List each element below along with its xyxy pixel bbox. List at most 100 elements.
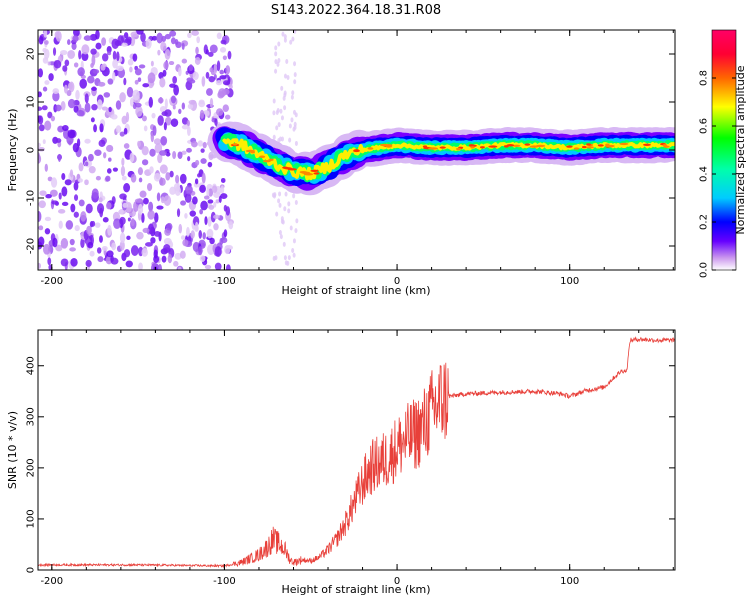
noise-blob	[152, 125, 157, 136]
noise-blob	[278, 229, 282, 235]
noise-blob	[126, 86, 134, 98]
noise-blob	[207, 161, 213, 168]
noise-blob	[112, 59, 118, 69]
noise-blob	[148, 96, 153, 108]
noise-blob	[204, 264, 212, 270]
noise-blob	[291, 36, 295, 42]
noise-blob	[172, 75, 178, 84]
noise-blob	[175, 174, 180, 184]
noise-blob	[200, 158, 207, 164]
ridge-hotspot	[597, 144, 604, 147]
noise-blob	[157, 49, 161, 56]
noise-blob	[153, 230, 161, 237]
noise-blob	[85, 161, 89, 167]
noise-blob	[194, 159, 200, 166]
noise-blob	[140, 32, 146, 43]
spectrogram-y-axis-label: Frequency (Hz)	[6, 109, 19, 192]
noise-blob	[95, 30, 100, 40]
noise-blob	[279, 234, 283, 240]
noise-blob	[110, 257, 119, 265]
noise-blob	[197, 173, 201, 178]
noise-blob	[181, 124, 189, 130]
noise-blob	[48, 73, 54, 82]
noise-blob	[115, 125, 122, 134]
noise-blob	[64, 59, 70, 67]
x-tick-label: 100	[560, 576, 579, 587]
x-tick-label: 0	[394, 576, 400, 587]
noise-blob	[163, 61, 169, 70]
ridge-hotspot	[479, 146, 485, 149]
noise-blob	[98, 197, 103, 203]
x-tick-label: -200	[40, 576, 63, 587]
noise-blob	[123, 182, 131, 193]
noise-blob	[130, 245, 139, 256]
noise-blob	[288, 123, 292, 129]
noise-blob	[170, 118, 179, 127]
colorbar-tick-label: 0.6	[699, 118, 710, 134]
noise-blob	[111, 38, 119, 50]
noise-blob	[123, 32, 129, 39]
noise-blob	[184, 213, 188, 219]
noise-blob	[99, 123, 104, 133]
noise-blob	[99, 235, 103, 243]
noise-blob	[106, 144, 114, 153]
ridge-hotspot	[524, 143, 531, 146]
noise-blob	[112, 50, 117, 61]
noise-blob	[166, 222, 173, 231]
noise-blob	[44, 228, 51, 235]
noise-blob	[225, 264, 231, 270]
ridge-hotspot	[353, 149, 360, 153]
noise-blob	[81, 44, 90, 55]
noise-blob	[47, 111, 53, 119]
noise-blob	[293, 72, 297, 78]
noise-blob	[170, 95, 177, 104]
noise-blob	[173, 260, 179, 267]
noise-blob	[91, 220, 96, 227]
noise-blob	[62, 65, 68, 72]
noise-blob	[92, 69, 100, 74]
y-tick-label: -10	[26, 190, 37, 206]
noise-blob	[119, 92, 126, 103]
noise-blob	[38, 211, 42, 222]
noise-blob	[73, 105, 79, 113]
noise-blob	[138, 64, 146, 69]
noise-blob	[224, 114, 231, 120]
noise-blob	[70, 203, 76, 213]
noise-blob	[38, 106, 43, 111]
noise-blob	[55, 104, 62, 112]
noise-blob	[220, 177, 226, 183]
noise-blob	[181, 58, 188, 64]
noise-blob	[51, 200, 59, 205]
noise-blob	[43, 40, 49, 45]
ridge-hotspot	[310, 169, 319, 173]
noise-blob	[204, 216, 208, 226]
noise-blob	[111, 242, 117, 251]
noise-blob	[87, 153, 94, 162]
noise-blob	[44, 120, 52, 131]
noise-blob	[58, 220, 63, 229]
noise-blob	[283, 73, 287, 79]
noise-blob	[119, 131, 125, 137]
noise-blob	[291, 90, 295, 96]
noise-blob	[164, 98, 168, 109]
noise-blob	[42, 139, 46, 145]
noise-blob	[148, 223, 154, 235]
noise-blob	[53, 60, 62, 69]
noise-blob	[185, 185, 193, 195]
noise-blob	[292, 238, 296, 244]
noise-blob	[141, 247, 148, 257]
noise-blob	[295, 218, 299, 224]
noise-blob	[69, 238, 75, 246]
noise-blob	[107, 224, 112, 236]
noise-blob	[141, 146, 149, 156]
noise-blob	[125, 260, 133, 268]
noise-blob	[213, 223, 219, 231]
noise-blob	[101, 37, 107, 46]
y-tick-label: 20	[26, 48, 37, 61]
noise-blob	[200, 148, 205, 153]
spectrogram-heatmap	[38, 30, 675, 270]
ridge-hotspot	[506, 144, 515, 147]
noise-blob	[160, 135, 168, 146]
noise-blob	[117, 35, 125, 46]
noise-blob	[156, 32, 163, 44]
